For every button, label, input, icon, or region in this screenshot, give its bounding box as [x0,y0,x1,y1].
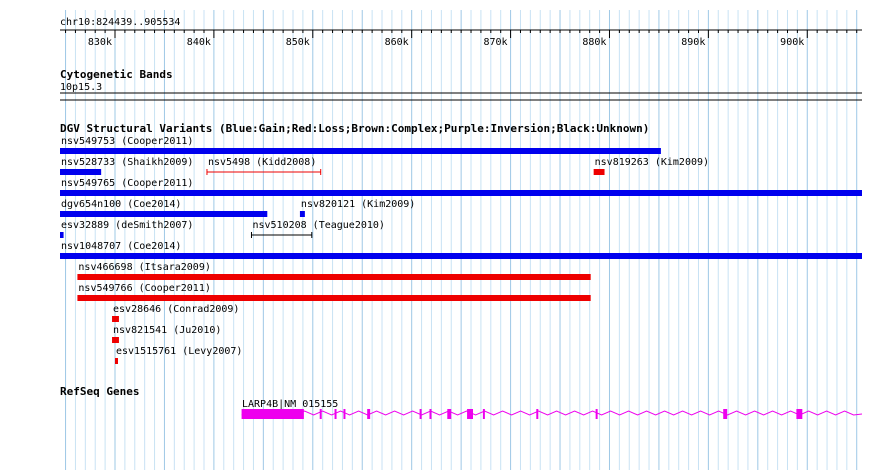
gene-utr-block [241,409,304,419]
gene-exon [796,409,803,419]
gene-exon [419,409,422,419]
gene-exon [536,409,539,419]
gene-exon [429,409,432,419]
gene-label[interactable]: LARP4B|NM_015155 [242,399,338,410]
scale-ruler: 830k 840k 850k 860k 870k 880k 890k 900k [60,29,862,48]
gene-exon [447,409,452,419]
dgv-feature-label[interactable]: dgv654n100 (Coe2014) [61,199,181,210]
dgv-feature-label[interactable]: nsv528733 (Shaikh2009) [61,157,193,168]
dgv-feature-bar[interactable] [593,169,605,175]
dgv-feature-label[interactable]: nsv549765 (Cooper2011) [61,178,193,189]
dgv-feature-bar[interactable] [60,148,661,154]
dgv-track-title[interactable]: DGV Structural Variants (Blue:Gain;Red:L… [60,122,649,135]
gene-exon [467,409,474,419]
gene-exon [334,409,337,419]
dgv-feature-label[interactable]: nsv510208 (Teague2010) [252,220,384,231]
dgv-feature-label[interactable]: nsv5498 (Kidd2008) [208,157,316,168]
dgv-feature-bar[interactable] [60,253,862,259]
gene-exon [595,409,598,419]
dgv-feature[interactable]: esv28646 (Conrad2009) [112,304,239,322]
dgv-feature[interactable]: nsv549765 (Cooper2011) [60,178,862,196]
cytoband-label[interactable]: 10p15.3 [60,82,102,93]
dgv-feature[interactable]: nsv549766 (Cooper2011) [77,283,591,301]
gene-exon [343,409,346,419]
gene-exon [367,409,371,419]
grid-lines [65,10,858,470]
dgv-feature-label[interactable]: nsv549766 (Cooper2011) [78,283,210,294]
gene-exon [482,409,485,419]
dgv-features: nsv549753 (Cooper2011) nsv528733 (Shaikh2… [60,136,862,364]
dgv-feature-bar[interactable] [112,316,119,322]
dgv-feature[interactable]: esv32889 (deSmith2007) [60,220,193,238]
dgv-feature-label[interactable]: nsv819263 (Kim2009) [595,157,709,168]
dgv-feature[interactable]: nsv466698 (Itsara2009) [77,262,591,280]
dgv-feature-label[interactable]: esv1515761 (Levy2007) [116,346,242,357]
dgv-feature-label[interactable]: nsv820121 (Kim2009) [301,199,415,210]
dgv-feature[interactable]: nsv819263 (Kim2009) [593,157,709,175]
dgv-feature[interactable]: dgv654n100 (Coe2014) [60,199,268,217]
dgv-feature-bar[interactable] [60,232,64,238]
refseq-gene-feature[interactable] [241,409,863,419]
dgv-feature-bar[interactable] [114,358,118,364]
dgv-feature-bar[interactable] [77,295,591,301]
ruler-tick-label: 880k [582,37,606,48]
dgv-feature-bar[interactable] [60,169,102,175]
ruler-tick-label: 900k [780,37,804,48]
ruler-tick-label: 890k [681,37,705,48]
dgv-feature[interactable]: nsv549753 (Cooper2011) [60,136,661,154]
dgv-feature[interactable]: nsv820121 (Kim2009) [299,199,415,217]
dgv-feature-label[interactable]: nsv466698 (Itsara2009) [78,262,210,273]
dgv-feature-bar[interactable] [60,211,268,217]
dgv-feature[interactable]: nsv821541 (Ju2010) [112,325,221,343]
region-coordinates: chr10:824439..905534 [60,17,180,28]
dgv-feature-bar[interactable] [112,337,119,343]
ruler-tick-label: 850k [286,37,310,48]
dgv-feature-label[interactable]: nsv549753 (Cooper2011) [61,136,193,147]
dgv-feature-label[interactable]: nsv1048707 (Coe2014) [61,241,181,252]
dgv-feature[interactable]: nsv528733 (Shaikh2009) [60,157,193,175]
ruler-tick-label: 830k [88,37,112,48]
dgv-feature-bar[interactable] [299,211,305,217]
dgv-feature[interactable]: nsv5498 (Kidd2008) [206,157,322,175]
ruler-tick-label: 840k [187,37,211,48]
dgv-feature-label[interactable]: nsv821541 (Ju2010) [113,325,221,336]
dgv-feature-label[interactable]: esv28646 (Conrad2009) [113,304,239,315]
refseq-track-title[interactable]: RefSeq Genes [60,385,139,398]
cytogenetic-bands-track-title[interactable]: Cytogenetic Bands [60,68,173,81]
dgv-feature[interactable]: nsv510208 (Teague2010) [250,220,385,238]
dgv-feature-bar[interactable] [77,274,591,280]
dgv-feature-bar[interactable] [60,190,862,196]
dgv-feature-label[interactable]: esv32889 (deSmith2007) [61,220,193,231]
gene-exon [319,409,322,419]
ruler-tick-label: 870k [483,37,507,48]
gene-exon [723,409,728,419]
ruler-tick-label: 860k [385,37,409,48]
dgv-feature[interactable]: esv1515761 (Levy2007) [114,346,242,364]
dgv-feature[interactable]: nsv1048707 (Coe2014) [60,241,862,259]
